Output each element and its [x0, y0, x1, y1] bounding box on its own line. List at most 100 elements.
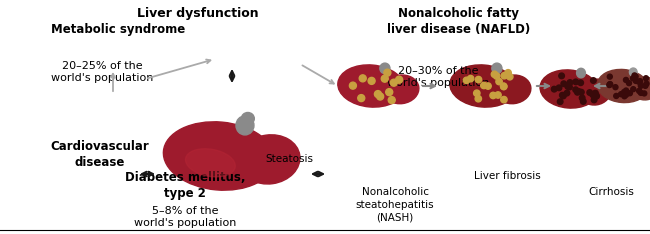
Circle shape	[565, 84, 571, 89]
Circle shape	[567, 80, 573, 85]
Ellipse shape	[492, 63, 502, 74]
Circle shape	[384, 69, 391, 76]
Circle shape	[463, 77, 470, 84]
Circle shape	[490, 92, 497, 99]
Circle shape	[500, 96, 507, 103]
Ellipse shape	[540, 70, 598, 108]
Circle shape	[632, 73, 637, 78]
Text: Nonalcoholic fatty
liver disease (NAFLD): Nonalcoholic fatty liver disease (NAFLD)	[387, 7, 530, 36]
Circle shape	[396, 76, 402, 83]
Circle shape	[592, 97, 597, 103]
Text: 5–8% of the
world's population: 5–8% of the world's population	[134, 206, 237, 228]
Ellipse shape	[597, 69, 648, 102]
Circle shape	[607, 83, 612, 88]
Circle shape	[573, 79, 578, 85]
Ellipse shape	[383, 75, 419, 104]
Circle shape	[561, 81, 567, 87]
Ellipse shape	[629, 68, 637, 76]
Circle shape	[374, 91, 382, 98]
Circle shape	[643, 83, 648, 88]
Circle shape	[594, 93, 599, 99]
Circle shape	[475, 76, 482, 83]
Text: Steatosis: Steatosis	[265, 154, 313, 165]
Ellipse shape	[579, 79, 610, 105]
Circle shape	[636, 88, 642, 93]
Circle shape	[505, 69, 512, 76]
Circle shape	[558, 99, 563, 104]
Circle shape	[623, 77, 629, 82]
Circle shape	[480, 82, 487, 89]
Circle shape	[496, 78, 502, 85]
Text: Liver dysfunction: Liver dysfunction	[137, 7, 259, 20]
Circle shape	[559, 73, 564, 79]
Circle shape	[350, 82, 356, 89]
Circle shape	[619, 92, 623, 97]
Circle shape	[638, 83, 644, 88]
Circle shape	[621, 90, 627, 95]
Ellipse shape	[241, 113, 254, 125]
Circle shape	[607, 74, 612, 79]
Text: Diabetes mellitus,
type 2: Diabetes mellitus, type 2	[125, 171, 246, 200]
Circle shape	[633, 78, 638, 83]
Circle shape	[493, 73, 500, 79]
Circle shape	[551, 86, 557, 92]
Circle shape	[630, 87, 636, 92]
Circle shape	[578, 89, 584, 95]
Circle shape	[593, 90, 598, 96]
Circle shape	[495, 92, 501, 98]
Ellipse shape	[338, 65, 404, 107]
Circle shape	[578, 80, 584, 86]
Circle shape	[501, 73, 508, 79]
Circle shape	[376, 93, 384, 100]
Circle shape	[638, 90, 644, 95]
Ellipse shape	[450, 65, 516, 107]
Text: 20–25% of the
world's population: 20–25% of the world's population	[51, 61, 153, 83]
Text: Cirrhosis: Cirrhosis	[588, 187, 634, 197]
Circle shape	[644, 81, 649, 86]
Circle shape	[556, 85, 562, 91]
Circle shape	[644, 76, 649, 81]
Circle shape	[613, 85, 618, 90]
Circle shape	[573, 87, 578, 92]
Circle shape	[475, 95, 482, 102]
Text: Metabolic syndrome: Metabolic syndrome	[51, 23, 185, 37]
Text: Liver fibrosis: Liver fibrosis	[474, 171, 540, 181]
Text: Nonalcoholic
steatohepatitis
(NASH): Nonalcoholic steatohepatitis (NASH)	[356, 187, 434, 222]
Circle shape	[388, 97, 395, 104]
Circle shape	[359, 75, 366, 82]
Circle shape	[474, 90, 480, 96]
Circle shape	[622, 94, 627, 99]
Circle shape	[633, 74, 638, 79]
Circle shape	[467, 75, 474, 82]
Ellipse shape	[185, 149, 235, 177]
Circle shape	[627, 81, 632, 86]
Circle shape	[567, 84, 572, 90]
Circle shape	[576, 89, 582, 94]
Circle shape	[575, 89, 580, 95]
Ellipse shape	[577, 68, 586, 78]
Ellipse shape	[380, 63, 390, 74]
Ellipse shape	[236, 116, 254, 135]
Circle shape	[642, 91, 647, 96]
Circle shape	[390, 79, 397, 86]
Circle shape	[608, 82, 612, 87]
Circle shape	[485, 83, 491, 89]
Circle shape	[614, 93, 619, 99]
Circle shape	[587, 90, 593, 95]
Circle shape	[382, 75, 388, 82]
Circle shape	[608, 82, 613, 87]
Circle shape	[560, 92, 565, 98]
Ellipse shape	[163, 122, 275, 190]
Circle shape	[636, 79, 641, 84]
Circle shape	[560, 93, 566, 99]
Circle shape	[580, 99, 586, 104]
Circle shape	[591, 78, 596, 83]
Ellipse shape	[632, 77, 650, 100]
Text: Cardiovascular
disease: Cardiovascular disease	[51, 140, 150, 169]
Circle shape	[623, 88, 629, 93]
Ellipse shape	[495, 75, 531, 104]
Circle shape	[579, 95, 585, 101]
Circle shape	[623, 92, 629, 97]
Text: 20–30% of the
world's population: 20–30% of the world's population	[387, 66, 489, 88]
Circle shape	[500, 83, 507, 90]
